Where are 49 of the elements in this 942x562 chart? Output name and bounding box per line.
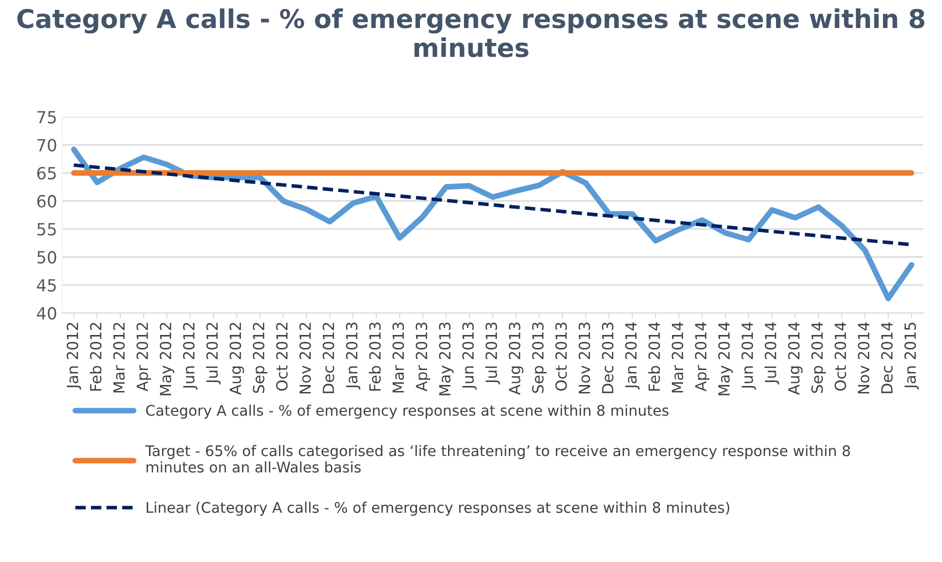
x-tick-label: Mar 2014 — [672, 322, 684, 392]
x-tick-label: Feb 2012 — [90, 322, 102, 391]
x-tick-label: Jul 2013 — [485, 322, 500, 384]
x-tick-label: Jun 2013 — [462, 322, 477, 390]
x-tick-label: Jul 2014 — [764, 322, 780, 384]
x-tick-label: Jan 2015 — [904, 322, 919, 390]
x-tick-label: May 2013 — [439, 322, 454, 396]
x-tick-label: Apr 2012 — [136, 322, 152, 392]
x-tick-label: Mar 2013 — [392, 322, 404, 392]
x-tick-label: Apr 2013 — [416, 322, 430, 392]
x-tick-label: Dec 2014 — [881, 322, 893, 394]
legend-label: Target - 65% of calls categorised as ‘life threatening’ to receive an emergency response within 8 minutes on an all-Wales basis — [145, 444, 850, 473]
x-tick-label: Apr 2014 — [694, 322, 710, 392]
x-tick-label: Feb 2014 — [648, 322, 660, 391]
x-tick-label: Aug 2013 — [508, 322, 524, 395]
legend-label: Linear (Category A calls - % of emergency responses at scene within 8 minutes) — [146, 502, 730, 516]
x-tick-label: Jun 2014 — [742, 322, 756, 390]
x-tick-label: Sep 2014 — [811, 322, 826, 393]
y-tick-label: 75 — [37, 111, 56, 124]
x-tick-label: Jan 2013 — [346, 322, 360, 390]
x-tick-label: Nov 2012 — [299, 322, 311, 394]
legend-label: Category A calls - % of emergency responses at scene within 8 minutes — [146, 404, 668, 419]
x-tick-label: Aug 2014 — [788, 322, 803, 395]
x-tick-label: Mar 2012 — [113, 322, 125, 392]
y-tick-label: 65 — [37, 166, 56, 180]
x-tick-label: Oct 2013 — [555, 322, 567, 391]
y-tick-label: 55 — [37, 223, 56, 236]
x-tick-label: Jan 2014 — [625, 322, 640, 390]
x-tick-label: Jun 2012 — [183, 322, 198, 390]
y-tick-label: 60 — [37, 194, 56, 208]
x-tick-label: Jul 2012 — [206, 322, 221, 384]
y-tick-label: 50 — [37, 250, 56, 264]
y-tick-label: 70 — [37, 138, 56, 152]
x-tick-label: May 2014 — [718, 322, 733, 396]
x-tick-label: Sep 2013 — [532, 322, 547, 393]
x-tick-label: Nov 2013 — [578, 322, 590, 394]
x-tick-label: May 2012 — [160, 322, 174, 396]
x-tick-label: Aug 2012 — [230, 322, 244, 395]
x-tick-label: Dec 2012 — [322, 322, 334, 394]
x-tick-label: Dec 2013 — [602, 322, 614, 394]
x-tick-label: Sep 2012 — [252, 322, 268, 393]
y-tick-label: 45 — [36, 279, 56, 292]
x-tick-label: Feb 2013 — [368, 322, 381, 391]
x-tick-label: Oct 2014 — [834, 322, 846, 391]
x-tick-label: Jan 2012 — [66, 322, 82, 390]
chart-title: Category A calls - % of emergency responses at scene within 8 minutes — [17, 8, 924, 58]
x-tick-label: Nov 2014 — [858, 322, 870, 394]
x-tick-label: Oct 2012 — [276, 322, 288, 391]
y-tick-label: 40 — [36, 306, 56, 320]
